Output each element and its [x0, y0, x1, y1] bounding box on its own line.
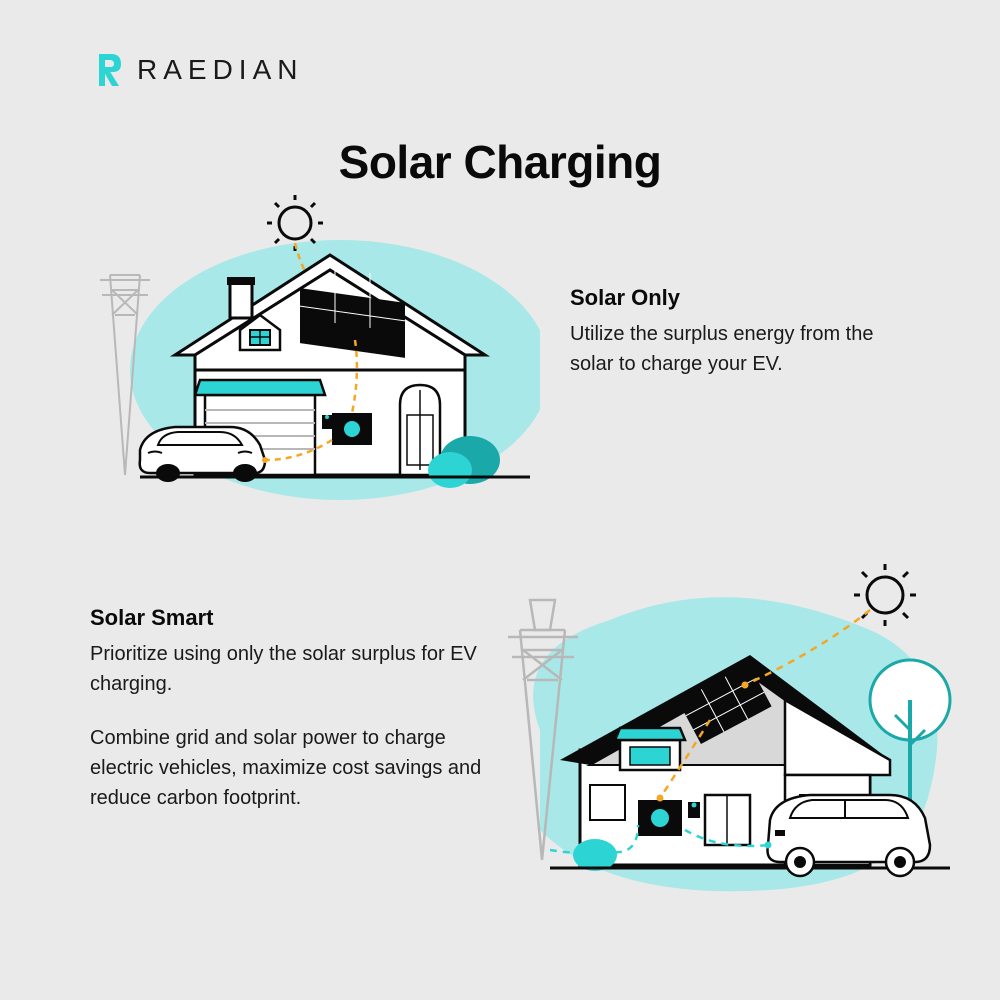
sun-icon — [267, 195, 323, 251]
solar-smart-heading: Solar Smart — [90, 605, 490, 631]
solar-only-heading: Solar Only — [570, 285, 920, 311]
solar-only-illustration — [100, 195, 540, 505]
sun-icon — [854, 564, 916, 626]
brand-logo: RAEDIAN — [95, 50, 303, 90]
car-icon — [140, 427, 265, 482]
solar-smart-illustration — [490, 550, 960, 910]
solar-only-body: Utilize the surplus energy from the sola… — [570, 319, 920, 379]
solar-smart-body-1: Prioritize using only the solar surplus … — [90, 639, 490, 699]
solar-smart-text-block: Solar Smart Prioritize using only the so… — [90, 605, 490, 813]
solar-smart-body-2: Combine grid and solar power to charge e… — [90, 723, 490, 813]
solar-only-text-block: Solar Only Utilize the surplus energy fr… — [570, 285, 920, 379]
logo-icon — [95, 50, 125, 90]
main-title: Solar Charging — [0, 135, 1000, 189]
brand-name: RAEDIAN — [137, 54, 303, 86]
